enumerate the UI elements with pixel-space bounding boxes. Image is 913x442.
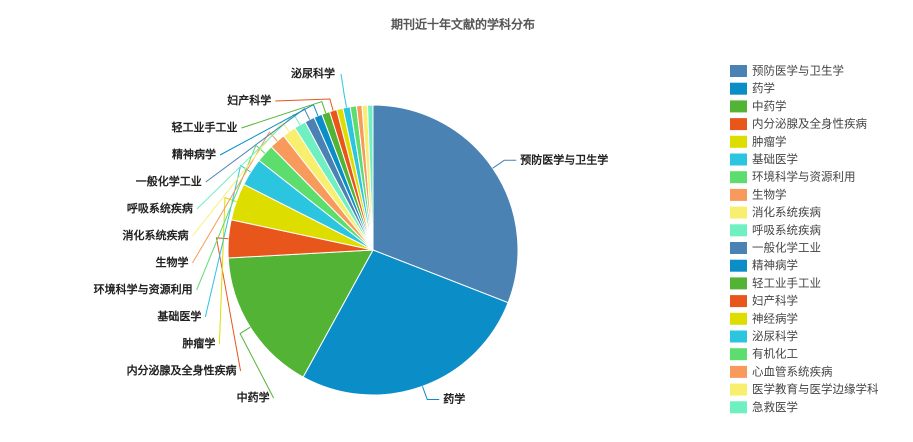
legend-label[interactable]: 医学教育与医学边缘学科 bbox=[752, 382, 879, 396]
legend-swatch[interactable] bbox=[730, 118, 747, 131]
legend-label[interactable]: 预防医学与卫生学 bbox=[752, 64, 844, 78]
label-line bbox=[196, 113, 301, 210]
legend-label[interactable]: 内分泌腺及全身性疾病 bbox=[752, 117, 867, 131]
legend-label[interactable]: 环境科学与资源利用 bbox=[752, 170, 856, 184]
legend-swatch[interactable] bbox=[730, 171, 747, 184]
slice-label: 药学 bbox=[443, 391, 465, 405]
legend-swatch[interactable] bbox=[730, 65, 747, 77]
legend-swatch[interactable] bbox=[730, 259, 747, 272]
slice-label: 肿瘤学 bbox=[182, 336, 215, 350]
legend-label[interactable]: 中药学 bbox=[752, 99, 787, 113]
slice-label: 精神病学 bbox=[172, 147, 216, 161]
legend-swatch[interactable] bbox=[730, 348, 747, 361]
legend-label[interactable]: 神经病学 bbox=[752, 311, 798, 325]
label-line bbox=[421, 386, 440, 400]
label-line bbox=[241, 100, 327, 129]
legend-label[interactable]: 药学 bbox=[752, 81, 775, 95]
slice-label: 消化系统疾病 bbox=[123, 228, 189, 242]
legend-label[interactable]: 消化系统疾病 bbox=[752, 205, 821, 219]
legend-label[interactable]: 轻工业手工业 bbox=[752, 276, 821, 290]
slice-label: 一般化学工业 bbox=[136, 174, 202, 188]
slice-label: 妇产科学 bbox=[226, 93, 271, 107]
legend-label[interactable]: 呼吸系统疾病 bbox=[752, 223, 821, 237]
label-line bbox=[492, 159, 517, 169]
legend-swatch[interactable] bbox=[730, 153, 747, 166]
legend-swatch[interactable] bbox=[730, 224, 747, 237]
slice-label: 生物学 bbox=[155, 255, 188, 269]
slice-label: 环境科学与资源利用 bbox=[94, 282, 193, 296]
legend-swatch[interactable] bbox=[730, 206, 747, 219]
legend-swatch[interactable] bbox=[730, 242, 747, 254]
legend-label[interactable]: 基础医学 bbox=[752, 152, 798, 166]
legend-swatch[interactable] bbox=[730, 365, 747, 378]
slice-label: 内分泌腺及全身性疾病 bbox=[127, 363, 237, 377]
legend-swatch[interactable] bbox=[730, 312, 747, 325]
legend-label[interactable]: 肿瘤学 bbox=[752, 134, 787, 148]
label-line bbox=[192, 131, 278, 264]
label-line bbox=[196, 144, 266, 291]
legend-swatch[interactable] bbox=[730, 330, 747, 343]
legend-label[interactable]: 生物学 bbox=[752, 187, 787, 201]
pie-slice bbox=[372, 104, 519, 304]
label-line bbox=[205, 108, 311, 183]
slice-label: 预防医学与卫生学 bbox=[520, 152, 608, 166]
label-line bbox=[275, 98, 334, 111]
legend-label[interactable]: 有机化工 bbox=[752, 347, 798, 361]
slice-label: 泌尿科学 bbox=[291, 66, 335, 80]
legend-swatch[interactable] bbox=[730, 383, 747, 396]
legend-swatch[interactable] bbox=[730, 82, 747, 95]
legend-label[interactable]: 急救医学 bbox=[752, 400, 798, 414]
pie-slice bbox=[366, 104, 374, 251]
label-line bbox=[215, 237, 242, 372]
legend-swatch[interactable] bbox=[730, 100, 747, 113]
chart-title: 期刊近十年文献的学科分布 bbox=[391, 17, 535, 32]
label-line bbox=[239, 326, 275, 399]
slice-label: 基础医学 bbox=[156, 309, 201, 323]
legend-swatch[interactable] bbox=[730, 277, 747, 290]
legend-label[interactable]: 精神病学 bbox=[752, 258, 798, 272]
label-line bbox=[340, 73, 348, 108]
legend-label[interactable]: 妇产科学 bbox=[752, 294, 798, 308]
slice-label: 中药学 bbox=[237, 390, 270, 404]
pie-slice bbox=[227, 249, 374, 378]
legend-label[interactable]: 泌尿科学 bbox=[752, 329, 798, 343]
slice-label: 呼吸系统疾病 bbox=[127, 201, 193, 215]
legend-swatch[interactable] bbox=[730, 401, 747, 414]
legend-swatch[interactable] bbox=[730, 188, 747, 201]
legend-label[interactable]: 心血管系统疾病 bbox=[752, 364, 833, 378]
legend-label[interactable]: 一般化学工业 bbox=[752, 241, 821, 255]
legend-swatch[interactable] bbox=[730, 295, 747, 308]
legend-swatch[interactable] bbox=[730, 135, 747, 148]
pie-slice bbox=[302, 249, 509, 396]
slice-label: 轻工业手工业 bbox=[172, 120, 238, 134]
